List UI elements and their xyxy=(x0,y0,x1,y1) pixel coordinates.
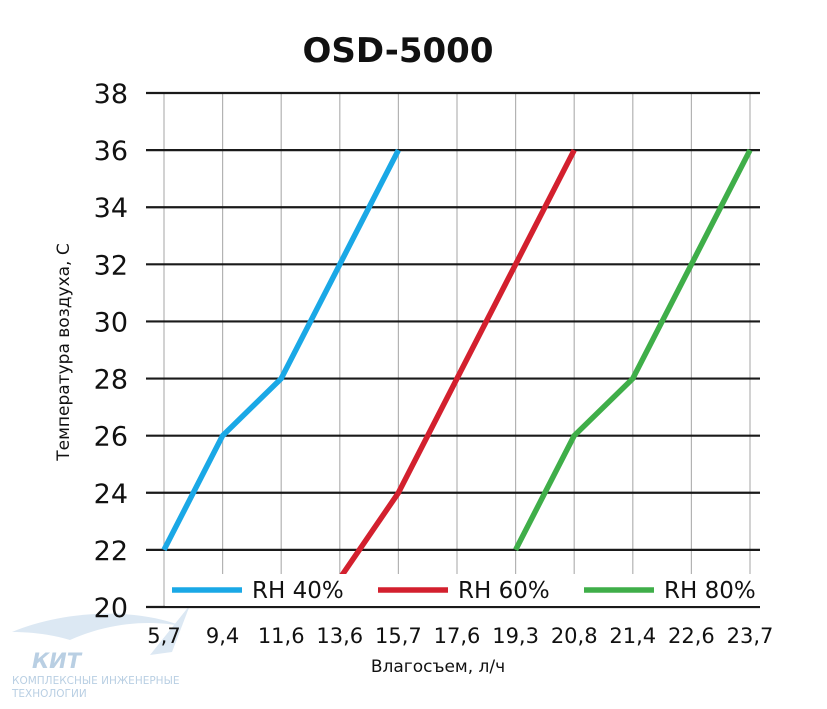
y-tick-label: 38 xyxy=(94,79,128,110)
x-tick-label: 9,4 xyxy=(206,624,239,648)
y-tick-label: 20 xyxy=(94,593,128,624)
x-tick-label: 19,3 xyxy=(492,624,539,648)
y-axis-label: Температура воздуха, С xyxy=(54,243,74,461)
legend: RH 40% RH 60% RH 80% xyxy=(165,574,775,606)
watermark-brand: КИТ xyxy=(32,649,83,673)
x-axis-label: Влагосъем, л/ч xyxy=(371,657,505,677)
series-line-2 xyxy=(337,148,577,580)
y-tick-label: 34 xyxy=(94,193,128,224)
watermark-line2: ТЕХНОЛОГИИ xyxy=(11,688,87,700)
x-tick-label: 13,6 xyxy=(316,624,363,648)
y-tick-label: 22 xyxy=(94,536,128,567)
chart-title: OSD-5000 xyxy=(303,31,494,71)
legend-label: RH 80% xyxy=(664,578,756,604)
axes: 20 22 24 26 28 30 32 34 36 38 5,7 9,4 11,6 13,6 15,7 17… xyxy=(94,79,774,648)
x-tick-label: 20,8 xyxy=(551,624,598,648)
series-line-1 xyxy=(161,148,401,552)
legend-label: RH 60% xyxy=(458,578,550,604)
grid xyxy=(146,91,760,609)
y-tick-label: 36 xyxy=(94,136,128,167)
series xyxy=(161,148,753,580)
series-line-3 xyxy=(513,148,753,552)
watermark-line1: КОМПЛЕКСНЫЕ ИНЖЕНЕРНЫЕ xyxy=(12,675,179,687)
x-tick-label: 23,7 xyxy=(727,624,774,648)
y-tick-label: 32 xyxy=(94,250,128,281)
legend-background xyxy=(165,574,775,606)
x-tick-label: 11,6 xyxy=(258,624,305,648)
watermark-swoosh xyxy=(12,613,182,640)
x-tick-label: 17,6 xyxy=(434,624,481,648)
x-tick-label: 5,7 xyxy=(147,624,180,648)
x-tick-label: 15,7 xyxy=(375,624,422,648)
y-tick-label: 30 xyxy=(94,307,128,338)
legend-label: RH 40% xyxy=(252,578,344,604)
watermark-wing xyxy=(150,605,190,655)
y-tick-label: 26 xyxy=(94,422,128,453)
x-tick-label: 22,6 xyxy=(668,624,715,648)
watermark-logo: КИТ КОМПЛЕКСНЫЕ ИНЖЕНЕРНЫЕ ТЕХНОЛОГИИ xyxy=(11,605,190,700)
x-tick-label: 21,4 xyxy=(609,624,656,648)
y-tick-label: 28 xyxy=(94,365,128,396)
y-tick-label: 24 xyxy=(94,479,128,510)
